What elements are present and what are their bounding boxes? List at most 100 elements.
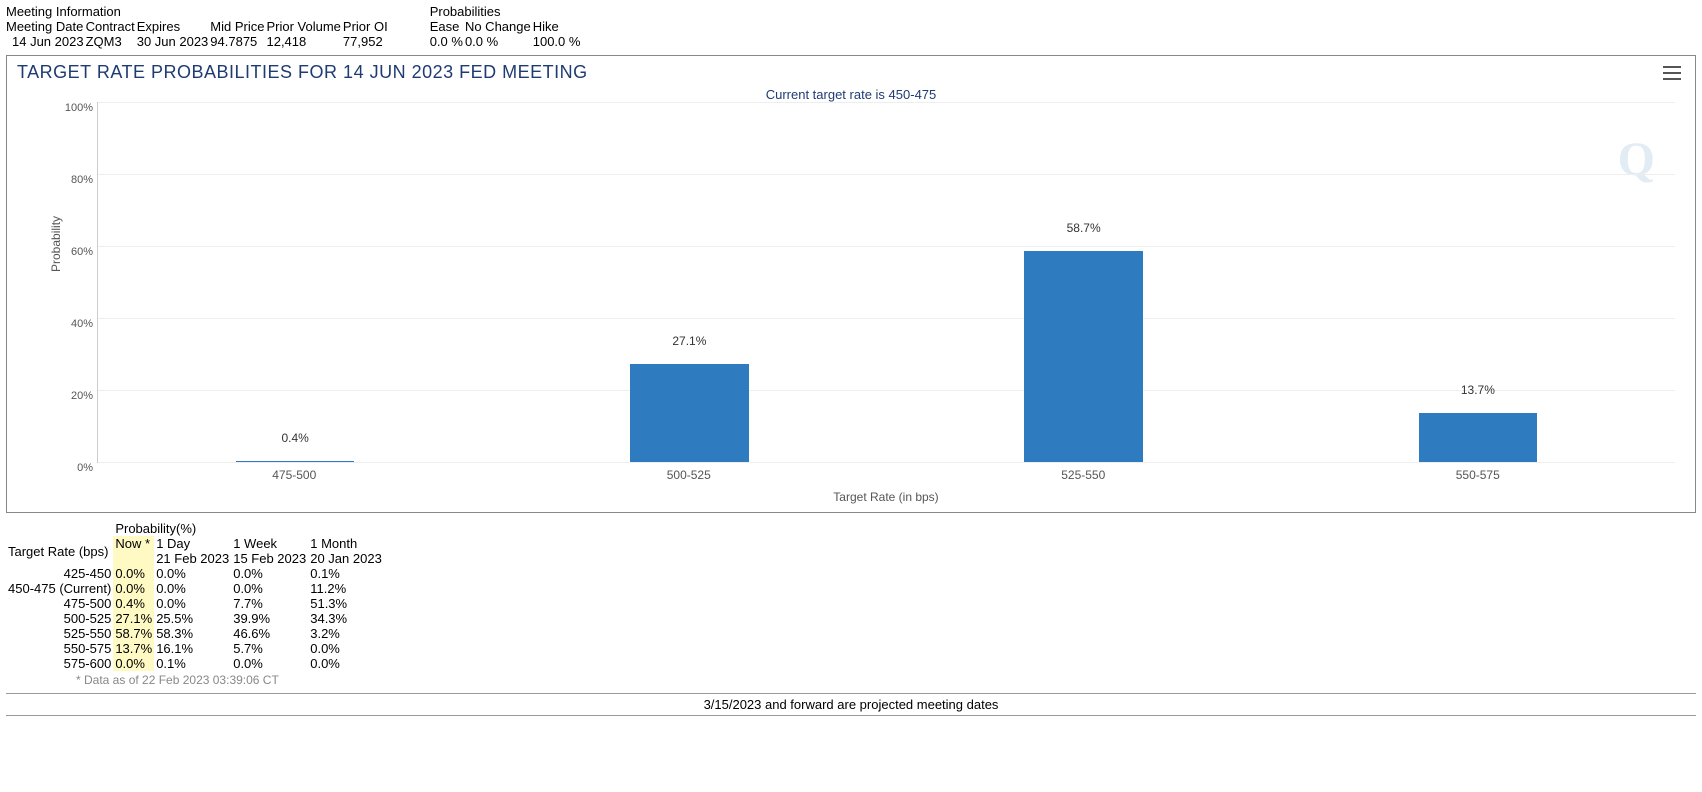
hist-col-header: Now * [113,536,154,551]
meeting-info-header: Prior Volume [266,19,342,34]
history-block: Probability(%)Target Rate (bps)Now *1 Da… [6,521,1696,687]
ytick-label: 60% [57,246,93,258]
hist-col-header: 1 Month [308,536,384,551]
hist-cell: 0.0% [308,641,384,656]
xtick-label: 525-550 [1061,468,1105,482]
hist-cell: 13.7% [113,641,154,656]
chart-plot: Probability Q 0.4%27.1%58.7%13.7% Target… [57,102,1675,502]
hist-blank [6,521,113,536]
meeting-info-header: Mid Price [210,19,266,34]
bar-value-label: 0.4% [281,431,308,445]
chart-bar[interactable] [1419,413,1537,462]
hist-cell: 3.2% [308,626,384,641]
hist-cell: 0.0% [154,566,231,581]
hist-col-header: 1 Week [231,536,308,551]
xtick-label: 500-525 [667,468,711,482]
hist-cell: 34.3% [308,611,384,626]
plot-area: Q 0.4%27.1%58.7%13.7% [97,102,1675,463]
meta-row: Meeting Information Meeting DateContract… [6,4,1696,49]
ytick-label: 100% [57,102,93,114]
chart-ylabel: Probability [49,216,63,272]
hist-cell: 0.1% [154,656,231,671]
chart-bar[interactable] [1024,251,1142,462]
meeting-info-block: Meeting Information Meeting DateContract… [6,4,390,49]
meeting-info-table: Meeting DateContractExpiresMid PricePrio… [6,19,390,49]
hist-cell: 0.1% [308,566,384,581]
hist-cell: 27.1% [113,611,154,626]
gridline [98,102,1675,103]
hist-cell: 0.0% [308,656,384,671]
meeting-info-header: Meeting Date [6,19,86,34]
hist-cell: 58.3% [154,626,231,641]
meeting-info-cell: 77,952 [343,34,390,49]
probabilities-title: Probabilities [430,4,583,19]
chart-bar[interactable] [630,364,748,462]
probabilities-cell: 0.0 % [465,34,533,49]
hist-cell: 39.9% [231,611,308,626]
hist-cell: 58.7% [113,626,154,641]
hist-cell: 0.0% [154,596,231,611]
meeting-info-header: Prior OI [343,19,390,34]
chart-menu-icon[interactable] [1663,66,1681,80]
ytick-label: 20% [57,390,93,402]
hist-cell: 0.0% [113,581,154,596]
hist-cell: 0.0% [154,581,231,596]
hist-row-label: 525-550 [6,626,113,641]
chart-watermark: Q [1618,132,1655,187]
chart-container: TARGET RATE PROBABILITIES FOR 14 JUN 202… [6,55,1696,513]
hist-cell: 0.0% [231,656,308,671]
hist-rate-header: Target Rate (bps) [6,536,113,566]
hist-col-date [113,551,154,566]
meeting-info-cell: 30 Jun 2023 [137,34,211,49]
hist-col-date: 15 Feb 2023 [231,551,308,566]
bar-value-label: 27.1% [672,334,706,348]
hist-cell: 46.6% [231,626,308,641]
hist-cell: 0.0% [113,656,154,671]
hist-prob-header: Probability(%) [113,521,383,536]
gridline [98,174,1675,175]
probabilities-header: Ease [430,19,465,34]
xtick-label: 550-575 [1456,468,1500,482]
hist-row-label: 450-475 (Current) [6,581,113,596]
probabilities-table: EaseNo ChangeHike 0.0 %0.0 %100.0 % [430,19,583,49]
meeting-info-header: Expires [137,19,211,34]
gridline [98,462,1675,463]
history-table: Probability(%)Target Rate (bps)Now *1 Da… [6,521,384,671]
meeting-info-cell: 94.7875 [210,34,266,49]
meeting-info-cell: ZQM3 [86,34,137,49]
meeting-info-cell: 12,418 [266,34,342,49]
hist-cell: 51.3% [308,596,384,611]
hist-cell: 0.4% [113,596,154,611]
history-footnote: * Data as of 22 Feb 2023 03:39:06 CT [6,673,1696,687]
chart-xlabel: Target Rate (in bps) [97,490,1675,504]
hist-cell: 25.5% [154,611,231,626]
chart-title: TARGET RATE PROBABILITIES FOR 14 JUN 202… [17,62,1685,83]
hist-col-date: 21 Feb 2023 [154,551,231,566]
hist-row-label: 425-450 [6,566,113,581]
hist-cell: 0.0% [231,566,308,581]
hist-col-date: 20 Jan 2023 [308,551,384,566]
ytick-label: 80% [57,174,93,186]
hist-cell: 7.7% [231,596,308,611]
bottom-note: 3/15/2023 and forward are projected meet… [6,693,1696,716]
hist-cell: 0.0% [231,581,308,596]
hist-col-header: 1 Day [154,536,231,551]
bar-value-label: 13.7% [1461,383,1495,397]
gridline [98,390,1675,391]
hist-row-label: 550-575 [6,641,113,656]
chart-subtitle: Current target rate is 450-475 [17,87,1685,102]
hist-cell: 11.2% [308,581,384,596]
hist-row-label: 575-600 [6,656,113,671]
hist-row-label: 500-525 [6,611,113,626]
ytick-label: 40% [57,318,93,330]
chart-bar[interactable] [236,461,354,462]
meeting-info-header: Contract [86,19,137,34]
meeting-info-title: Meeting Information [6,4,390,19]
probabilities-header: Hike [533,19,583,34]
ytick-label: 0% [57,462,93,474]
xtick-label: 475-500 [272,468,316,482]
probabilities-cell: 100.0 % [533,34,583,49]
hist-cell: 0.0% [113,566,154,581]
gridline [98,246,1675,247]
gridline [98,318,1675,319]
